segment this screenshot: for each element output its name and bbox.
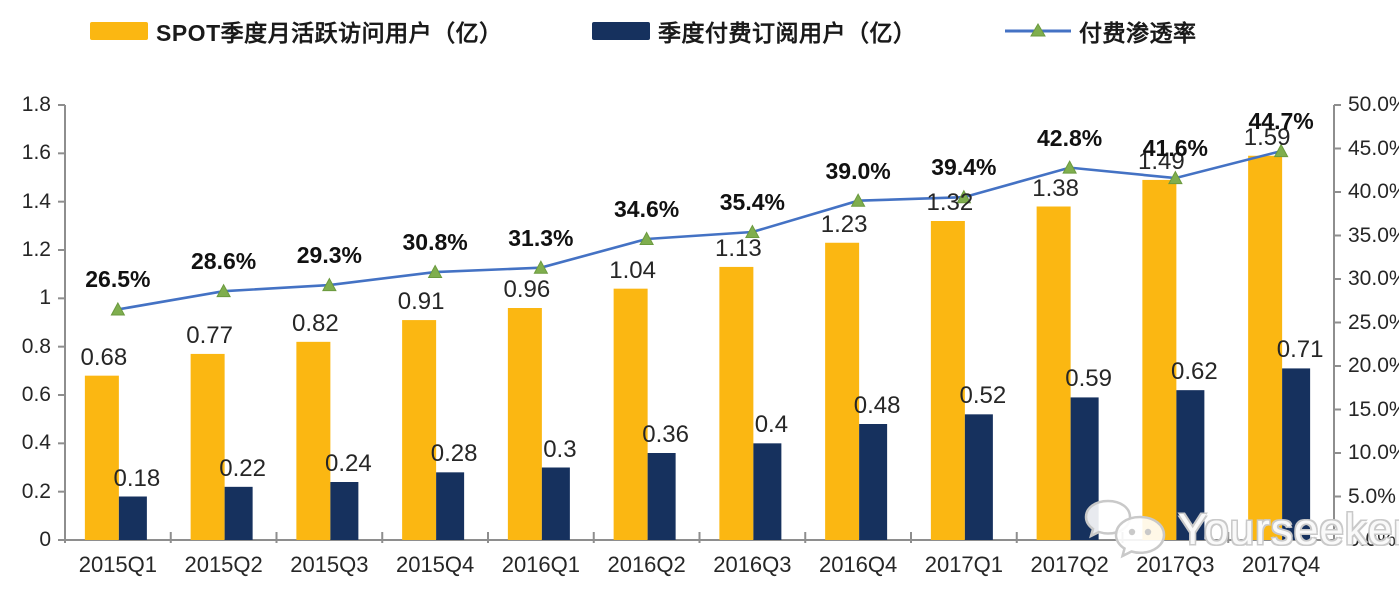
- legend: SPOT季度月活跃访问用户（亿） 季度付费订阅用户（亿） 付费渗透率: [0, 0, 1399, 58]
- line-marker-icon: [1005, 23, 1071, 37]
- penetration-marker: [745, 224, 760, 239]
- mau-bar: [296, 341, 331, 540]
- mau-bar: [1248, 155, 1283, 540]
- subs-bar: [224, 486, 253, 540]
- mau-swatch-icon: [90, 22, 148, 40]
- legend-item-subs: 季度付费订阅用户（亿）: [592, 14, 917, 48]
- mau-bar: [1036, 206, 1071, 540]
- penetration-line: [117, 149, 1282, 311]
- mau-bar: [84, 375, 119, 540]
- mau-bar: [613, 288, 648, 540]
- penetration-marker: [639, 231, 654, 245]
- legend-label-subs: 季度付费订阅用户（亿）: [658, 20, 917, 46]
- mau-bar: [1142, 179, 1177, 540]
- mau-bar: [825, 242, 860, 540]
- mau-bar: [719, 266, 754, 540]
- penetration-marker: [1168, 170, 1183, 185]
- legend-label-penetration: 付费渗透率: [1079, 20, 1197, 46]
- penetration-marker: [216, 283, 231, 298]
- legend-label-mau: SPOT季度月活跃访问用户（亿）: [156, 20, 503, 46]
- subs-bar: [753, 443, 782, 540]
- subs-bar: [541, 467, 570, 540]
- mau-bar: [402, 320, 437, 540]
- penetration-marker: [956, 189, 972, 204]
- penetration-marker: [850, 193, 866, 207]
- subs-bar: [118, 496, 147, 540]
- subs-bar: [436, 472, 465, 540]
- penetration-marker: [110, 301, 126, 316]
- subs-swatch-icon: [592, 22, 650, 40]
- subs-bar: [964, 414, 993, 540]
- mau-bar: [930, 221, 965, 540]
- legend-item-mau: SPOT季度月活跃访问用户（亿）: [90, 14, 503, 48]
- subs-bar: [859, 424, 888, 540]
- subs-bar: [1070, 397, 1099, 540]
- subs-bar: [1282, 368, 1311, 540]
- subs-bar: [647, 453, 676, 540]
- mau-bar: [507, 308, 542, 540]
- penetration-marker: [533, 260, 549, 274]
- penetration-marker: [1062, 160, 1077, 174]
- penetration-marker: [427, 264, 443, 279]
- subs-bar: [330, 482, 359, 540]
- subs-bar: [1176, 390, 1205, 540]
- penetration-marker: [1273, 143, 1289, 158]
- penetration-marker: [322, 277, 337, 292]
- legend-item-penetration: 付费渗透率: [1005, 14, 1197, 48]
- mau-bar: [190, 353, 225, 540]
